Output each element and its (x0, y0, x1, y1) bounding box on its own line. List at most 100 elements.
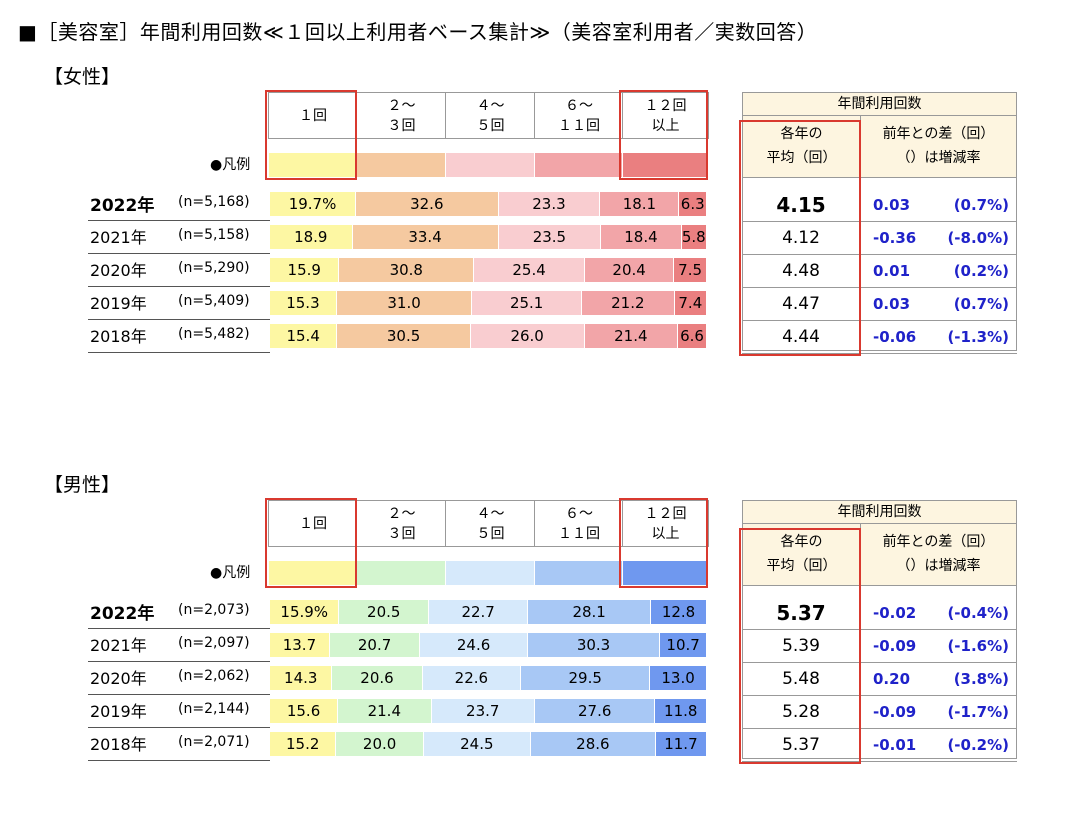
table-header: 年間利用回数 (742, 500, 1017, 524)
bar-segment-cat-12plus: 7.4 (674, 291, 706, 315)
legend-swatch-cat-1 (269, 153, 356, 177)
average-value: 4.44 (742, 320, 860, 354)
bar-segment-cat-1: 15.3 (270, 291, 336, 315)
bar-segment-cat-2-3: 33.4 (352, 225, 498, 249)
difference-value: -0.09 (873, 637, 917, 655)
row-divider (88, 694, 270, 695)
row-label-n: (n=2,062) (178, 668, 250, 684)
difference-value: 0.20 (873, 670, 911, 688)
bar-segment-cat-12plus: 13.0 (650, 666, 706, 690)
bar-segment-cat-2-3: 30.5 (337, 324, 470, 348)
legend-label: ●凡例 (210, 157, 251, 173)
change-rate-value: (3.8%) (953, 670, 1009, 688)
row-label-n: (n=2,097) (178, 635, 250, 651)
legend-swatch-cat-2-3 (357, 153, 445, 177)
average-value: 4.12 (742, 221, 860, 255)
change-rate-value: (0.7%) (953, 196, 1009, 214)
difference-value: -0.09 (873, 703, 917, 721)
difference-cell: 0.01 (0.2%) (860, 254, 1017, 288)
bar-segment-cat-6-11: 30.3 (527, 633, 660, 657)
legend-swatch-cat-2-3 (357, 561, 445, 585)
bar-segment-cat-6-11: 28.1 (528, 600, 651, 624)
table-header: 年間利用回数 (742, 92, 1017, 116)
bar-segment-cat-4-5: 24.6 (420, 633, 527, 657)
bar-segment-cat-2-3: 20.6 (332, 666, 422, 690)
difference-cell: 0.03 (0.7%) (860, 188, 1017, 222)
row-label-year: 2020年 (90, 669, 147, 688)
row-divider (88, 727, 270, 728)
bar-segment-cat-12plus: 7.5 (674, 258, 706, 282)
bar-segment-cat-1: 15.9% (270, 600, 339, 624)
legend-swatch-cat-1 (269, 561, 356, 585)
row-label-n: (n=2,144) (178, 701, 250, 717)
column-header-cat-1: １回 (268, 92, 357, 139)
bar-segment-cat-2-3: 30.8 (339, 258, 474, 282)
legend-swatch-cat-12plus (623, 153, 707, 177)
column-header-cat-4-5: ４～ ５回 (445, 92, 535, 139)
bar-segment-cat-6-11: 29.5 (521, 666, 650, 690)
bar-segment-cat-4-5: 26.0 (470, 324, 584, 348)
column-header-cat-4-5: ４～ ５回 (445, 500, 535, 547)
bar-segment-cat-12plus: 6.3 (679, 192, 706, 216)
difference-value: -0.02 (873, 604, 917, 622)
column-header-cat-2-3: ２～ ３回 (356, 92, 446, 139)
table-header-average: 各年の 平均（回） (742, 524, 860, 586)
row-divider (88, 319, 270, 320)
female-chart-block: １回 ２～ ３回 ４～ ５回 ６～ １１回 １２回 以上 ●凡例 2022年 (n=5,168… (0, 90, 1080, 392)
bar-segment-cat-2-3: 20.5 (339, 600, 429, 624)
row-label-year: 2021年 (90, 228, 147, 247)
row-label-year: 2019年 (90, 294, 147, 313)
bar-segment-cat-4-5: 25.4 (474, 258, 585, 282)
bar-segment-cat-1: 19.7% (270, 192, 356, 216)
row-label-year: 2018年 (90, 327, 147, 346)
difference-value: -0.01 (873, 736, 917, 754)
column-header-cat-12plus: １２回 以上 (622, 92, 709, 139)
change-rate-value: (-1.3%) (947, 328, 1009, 346)
row-divider (88, 760, 270, 761)
bar-segment-cat-6-11: 18.4 (601, 225, 681, 249)
bar-segment-cat-4-5: 24.5 (423, 732, 530, 756)
average-value: 5.37 (742, 728, 860, 762)
legend-swatch-cat-4-5 (446, 561, 534, 585)
average-value: 5.37 (742, 596, 860, 630)
row-divider (88, 661, 270, 662)
bar-segment-cat-2-3: 21.4 (338, 699, 431, 723)
difference-cell: -0.09 (-1.6%) (860, 629, 1017, 663)
average-value: 4.48 (742, 254, 860, 288)
bar-segment-cat-1: 15.4 (270, 324, 337, 348)
legend-swatch-cat-4-5 (446, 153, 534, 177)
bar-segment-cat-2-3: 20.7 (329, 633, 420, 657)
difference-value: -0.36 (873, 229, 917, 247)
bar-segment-cat-12plus: 11.8 (655, 699, 706, 723)
bar-segment-cat-2-3: 32.6 (356, 192, 498, 216)
bar-segment-cat-4-5: 25.1 (472, 291, 581, 315)
change-rate-value: (-8.0%) (947, 229, 1009, 247)
column-header-cat-12plus: １２回 以上 (622, 500, 709, 547)
bar-segment-cat-6-11: 21.4 (584, 324, 678, 348)
legend-label: ●凡例 (210, 565, 251, 581)
average-value: 4.47 (742, 287, 860, 321)
average-value: 5.39 (742, 629, 860, 663)
column-header-cat-6-11: ６～ １１回 (534, 500, 623, 547)
legend-swatch-cat-12plus (623, 561, 707, 585)
bar-segment-cat-1: 14.3 (270, 666, 332, 690)
row-label-n: (n=5,409) (178, 293, 250, 309)
male-chart-block: １回 ２～ ３回 ４～ ５回 ６～ １１回 １２回 以上 ●凡例 2022年 (n=2,073… (0, 498, 1080, 800)
bar-segment-cat-1: 18.9 (270, 225, 352, 249)
bar-segment-cat-12plus: 10.7 (660, 633, 706, 657)
column-header-cat-2-3: ２～ ３回 (356, 500, 446, 547)
row-label-n: (n=5,290) (178, 260, 250, 276)
difference-value: -0.06 (873, 328, 917, 346)
table-frame (742, 92, 1017, 351)
row-divider (88, 220, 270, 221)
bar-segment-cat-4-5: 23.5 (498, 225, 601, 249)
average-value: 5.48 (742, 662, 860, 696)
bar-segment-cat-2-3: 31.0 (336, 291, 472, 315)
table-frame (742, 500, 1017, 759)
bar-segment-cat-12plus: 5.8 (681, 225, 706, 249)
bar-segment-cat-6-11: 28.6 (530, 732, 655, 756)
bar-segment-cat-6-11: 27.6 (534, 699, 655, 723)
bar-segment-cat-1: 15.6 (270, 699, 338, 723)
bar-segment-cat-4-5: 22.7 (429, 600, 528, 624)
bar-segment-cat-6-11: 18.1 (600, 192, 679, 216)
